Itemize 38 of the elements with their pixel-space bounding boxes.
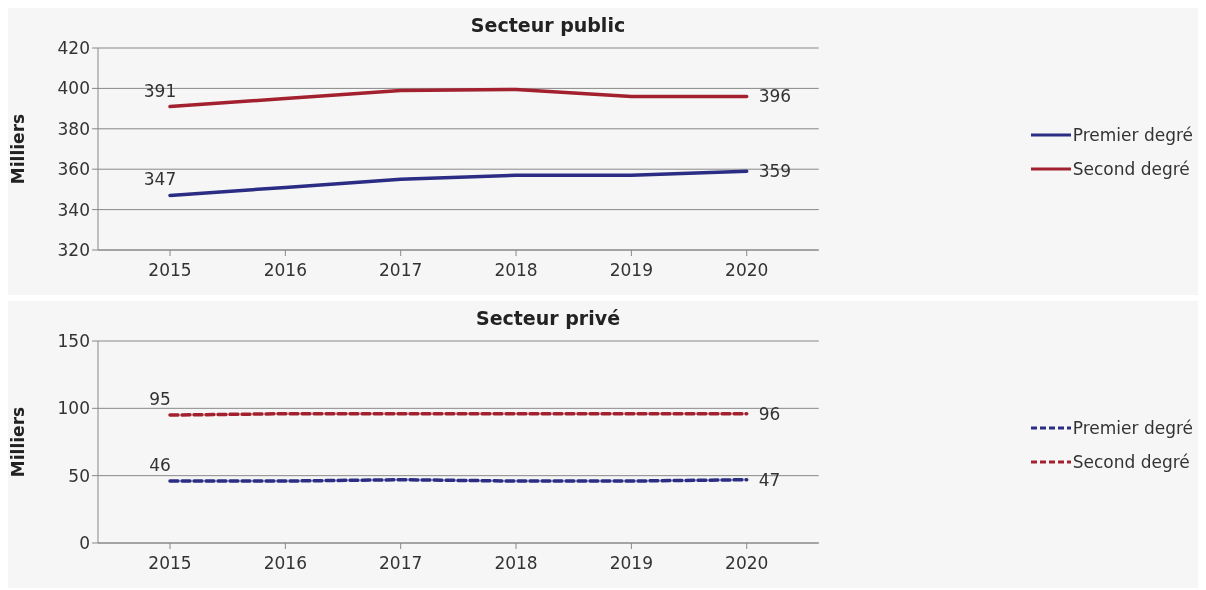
legend-label: Premier degré [1072,124,1193,145]
x-tick-label: 2019 [609,553,654,574]
x-tick-label: 2016 [263,260,307,281]
y-tick-label: 320 [57,240,90,261]
data-label: 396 [758,86,792,107]
x-tick-label: 2017 [379,553,423,574]
data-label: 391 [143,80,177,101]
data-label: 95 [149,389,171,410]
x-tick-label: 2020 [725,553,769,574]
chart-title: Secteur privé [474,307,622,329]
data-label: 347 [143,169,177,190]
y-tick-label: 100 [57,398,90,419]
y-tick-label: 360 [57,159,90,180]
y-axis-title: Milliers [8,406,29,478]
x-tick-label: 2015 [148,553,192,574]
data-label: 359 [758,161,792,182]
chart-title: Secteur public [469,14,627,36]
y-tick-label: 0 [79,533,90,554]
x-tick-label: 2020 [725,260,769,281]
legend-label: Premier degré [1072,417,1193,438]
y-tick-label: 420 [57,38,90,59]
x-tick-label: 2016 [263,553,307,574]
y-tick-label: 340 [57,199,90,220]
x-tick-label: 2017 [379,260,423,281]
legend-label: Second degré [1072,158,1190,179]
x-tick-label: 2018 [494,260,538,281]
y-tick-label: 380 [57,118,90,139]
x-tick-label: 2019 [609,260,654,281]
data-label: 47 [758,469,781,490]
data-label: 46 [149,455,171,476]
legend-label: Second degré [1072,451,1190,472]
y-tick-label: 150 [57,331,90,352]
y-tick-label: 50 [68,465,90,486]
y-axis-title: Milliers [8,113,29,185]
x-tick-label: 2015 [148,260,192,281]
x-tick-label: 2018 [494,553,538,574]
data-label: 96 [758,403,781,424]
y-tick-label: 400 [57,78,90,99]
